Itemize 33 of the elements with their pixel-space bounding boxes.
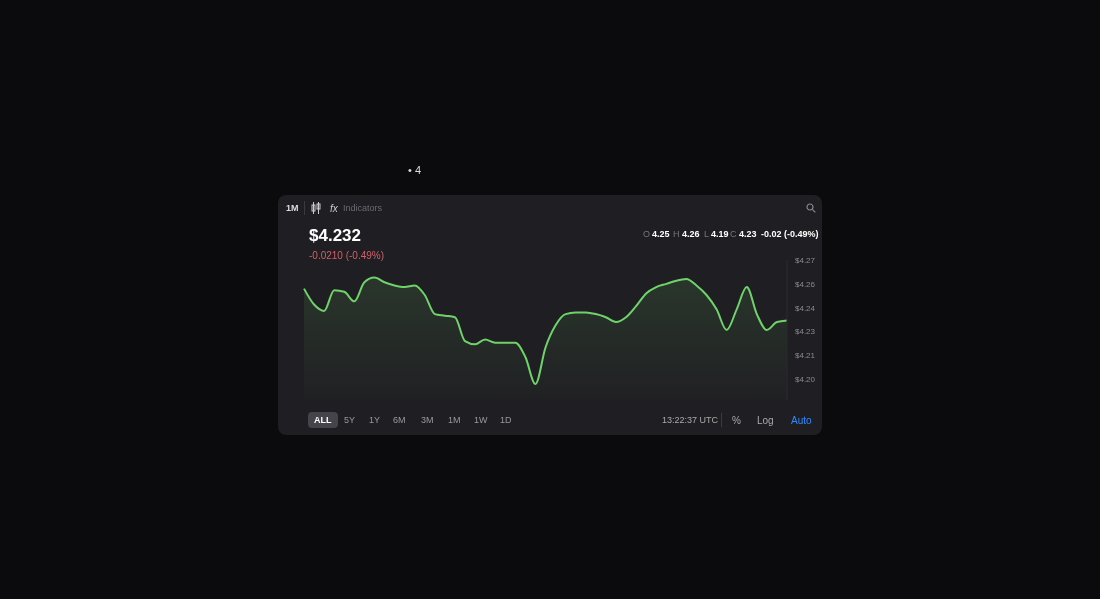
- y-tick-label: $4.21: [795, 351, 816, 361]
- text: C: [730, 229, 737, 239]
- text: • 4: [408, 164, 422, 176]
- text: 4.19: [711, 229, 729, 239]
- text: O: [643, 229, 651, 239]
- text: L: [704, 229, 710, 239]
- text: %: [732, 414, 741, 426]
- text: Indicators: [343, 203, 383, 213]
- text: fx: [330, 202, 338, 214]
- y-tick-label: $4.20: [795, 375, 816, 385]
- text: H: [673, 229, 680, 239]
- text: 4.23: [739, 229, 757, 239]
- text: 4.25: [652, 229, 670, 239]
- text: 6M: [393, 415, 406, 425]
- text: ALL: [308, 412, 338, 428]
- text: 1Y: [369, 415, 381, 425]
- y-tick-label: $4.23: [795, 327, 816, 337]
- y-tick-label: $4.27: [795, 255, 816, 265]
- chart-subtitle: -0.0210 (-0.49%): [309, 250, 385, 261]
- text: 1M: [286, 203, 299, 213]
- text: -0.02 (-0.49%): [761, 229, 819, 239]
- y-tick-label: $4.24: [795, 303, 816, 313]
- text: 1W: [474, 415, 488, 425]
- text: 4.26: [682, 229, 700, 239]
- text: Auto: [791, 414, 812, 426]
- text: 1D: [500, 415, 512, 425]
- text: 13:22:37 UTC: [662, 415, 719, 425]
- text: 5Y: [344, 415, 356, 425]
- text: 3M: [421, 415, 434, 425]
- y-tick-label: $4.26: [795, 279, 816, 289]
- chart-title: $4.232: [309, 226, 361, 246]
- text: Log: [757, 414, 774, 426]
- text: 1M: [448, 415, 461, 425]
